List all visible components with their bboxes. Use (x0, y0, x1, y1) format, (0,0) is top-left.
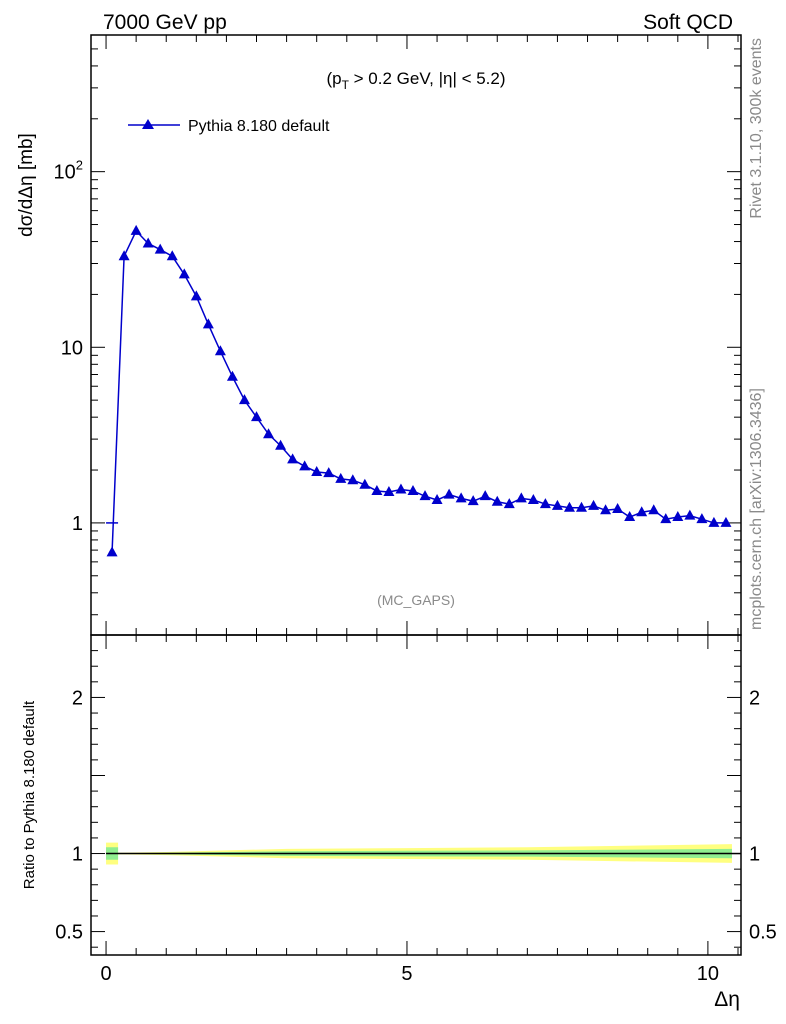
data-point-triangle (708, 516, 720, 527)
data-point-triangle (323, 467, 335, 478)
data-point-triangle (142, 237, 154, 248)
data-point-triangle (467, 495, 479, 506)
data-point-triangle (600, 504, 612, 515)
ratio-y-tick-label-left: 2 (72, 687, 83, 709)
data-point-triangle (383, 485, 395, 496)
data-point-triangle (238, 394, 250, 405)
y-tick-label: 102 (54, 158, 83, 184)
data-point-triangle (130, 224, 142, 235)
main-series-group (106, 224, 732, 557)
data-point-triangle (551, 499, 563, 510)
data-point-triangle (263, 428, 275, 439)
data-point-triangle (166, 250, 178, 261)
data-point-triangle (371, 484, 383, 495)
rivet-label: Rivet 3.1.10, 300k events (748, 38, 765, 219)
header-left: 7000 GeV pp (103, 11, 227, 34)
data-point-triangle (503, 498, 515, 509)
ratio-frame (90, 634, 742, 956)
data-point-triangle (588, 499, 600, 510)
data-point-triangle (612, 502, 624, 513)
data-point-triangle (311, 465, 323, 476)
data-point-triangle (576, 501, 588, 512)
data-point-triangle (190, 290, 202, 301)
header-right: Soft QCD (643, 11, 733, 34)
data-point-triangle (154, 243, 166, 254)
ratio-axis-ticks: 0 5 10 0.5 0.5 1 1 2 2 (55, 634, 777, 985)
data-point-triangle (226, 370, 238, 381)
data-point-triangle (347, 474, 359, 485)
ratio-y-tick-label-right: 2 (749, 687, 760, 709)
x-tick-label: 0 (100, 963, 111, 985)
legend-marker-triangle-icon (142, 119, 154, 129)
data-point-triangle (431, 494, 443, 505)
data-point-triangle (648, 504, 660, 515)
data-point-triangle (251, 411, 263, 422)
data-point-triangle (287, 453, 299, 464)
ratio-y-tick-label-left: 0.5 (55, 922, 83, 944)
legend-label: Pythia 8.180 default (188, 118, 330, 135)
data-point-triangle (636, 506, 648, 517)
data-point-triangle (118, 250, 130, 261)
ratio-y-tick-label-right: 1 (749, 844, 760, 866)
data-point-triangle (696, 513, 708, 524)
y-tick-label: 10 (61, 337, 83, 359)
data-point-triangle (527, 494, 539, 505)
main-title: (pT > 0.2 GeV, |η| < 5.2) (326, 69, 505, 92)
data-point-triangle (178, 268, 190, 279)
data-point-triangle (407, 484, 419, 495)
data-point-triangle (720, 516, 732, 527)
data-point-triangle (419, 490, 431, 501)
data-point-triangle (299, 460, 311, 471)
data-point-triangle (395, 483, 407, 494)
mcplots-label: mcplots.cern.ch [arXiv:1306.3436] (748, 388, 765, 630)
data-point-triangle (443, 488, 455, 499)
ratio-y-tick-label-right: 0.5 (749, 922, 777, 944)
data-point-triangle (359, 478, 371, 489)
x-tick-label: 10 (697, 963, 719, 985)
x-tick-label: 5 (401, 963, 412, 985)
ratio-ylabel: Ratio to Pythia 8.180 default (21, 700, 38, 889)
legend: Pythia 8.180 default (128, 118, 330, 135)
data-point-triangle (624, 511, 636, 522)
data-point-triangle (106, 546, 118, 557)
data-point-triangle (479, 490, 491, 501)
data-point-triangle (214, 345, 226, 356)
mc-gaps-annotation: (MC_GAPS) (377, 592, 455, 608)
xlabel: Δη (714, 988, 740, 1011)
data-point-triangle (684, 509, 696, 520)
data-point-triangle (275, 439, 287, 450)
data-point-triangle (491, 495, 503, 506)
data-point-triangle (660, 513, 672, 524)
data-point-triangle (455, 492, 467, 503)
y-tick-label: 1 (72, 513, 83, 535)
main-ylabel: dσ/dΔη [mb] (16, 133, 37, 237)
data-point-triangle (202, 318, 214, 329)
data-point-triangle (539, 498, 551, 509)
data-point-triangle (335, 472, 347, 483)
ratio-y-tick-label-left: 1 (72, 844, 83, 866)
data-point-triangle (672, 511, 684, 522)
data-point-triangle (515, 492, 527, 503)
data-point-triangle (563, 501, 575, 512)
main-series-line (109, 229, 726, 554)
